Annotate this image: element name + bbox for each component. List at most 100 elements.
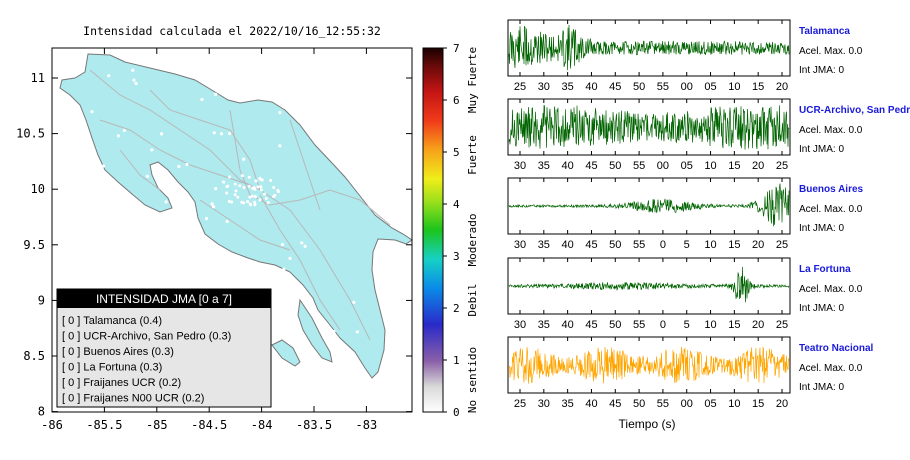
town-marker: [266, 200, 270, 204]
waveform-tick-label: 50: [633, 81, 645, 93]
waveform-tick-label: 55: [657, 81, 669, 93]
waveform-tick-label: 35: [538, 239, 550, 251]
town-marker: [332, 329, 336, 334]
station-intensity: Int JMA: 0: [799, 144, 844, 155]
town-marker: [256, 185, 260, 189]
waveform-tick-label: 5: [684, 319, 690, 331]
colorbar-tick-label: 3: [453, 250, 460, 263]
town-marker: [254, 179, 258, 183]
town-marker: [343, 139, 347, 144]
waveform-tick-label: 55: [633, 239, 645, 251]
waveform-tick-label: 30: [514, 160, 526, 172]
town-marker: [244, 74, 248, 79]
waveform-tick-label: 05: [681, 160, 693, 172]
waveform-tick-label: 30: [538, 398, 550, 410]
waveform-tick-label: 25: [776, 239, 788, 251]
colorbar-category-label: Muy Fuerte: [466, 47, 479, 113]
waveform-tick-label: 30: [514, 319, 526, 331]
town-marker: [360, 156, 364, 160]
legend-item: [ 0 ] La Fortuna (0.3): [62, 362, 162, 374]
town-marker: [214, 92, 218, 96]
town-marker: [90, 110, 94, 114]
town-marker: [230, 200, 234, 204]
map-y-tick-label: 9: [38, 293, 45, 307]
town-marker: [134, 81, 138, 86]
town-marker: [355, 330, 359, 334]
station-name: Buenos Aires: [799, 184, 864, 195]
town-marker: [145, 174, 149, 178]
town-marker: [253, 195, 257, 199]
town-marker: [233, 193, 237, 197]
waveform-tick-label: 15: [752, 81, 764, 93]
town-marker: [85, 272, 90, 276]
town-marker: [161, 275, 166, 279]
waveform-tick-label: 45: [609, 398, 621, 410]
town-marker: [122, 128, 127, 133]
town-marker: [227, 199, 231, 203]
waveform-tick-label: 20: [776, 398, 788, 410]
town-marker: [278, 111, 282, 115]
map-x-tick-label: -83: [356, 418, 378, 432]
waveform-tick-label: 55: [657, 398, 669, 410]
legend-item: [ 0 ] Fraijanes N00 UCR (0.2): [62, 393, 204, 405]
station-intensity: Int JMA: 0: [799, 223, 844, 234]
station-accel: Acel. Max. 0.0: [799, 46, 863, 57]
town-marker: [250, 194, 254, 198]
town-marker: [247, 175, 251, 179]
town-marker: [225, 185, 229, 189]
town-marker: [236, 195, 240, 199]
town-marker: [272, 195, 276, 199]
waveform-tick-label: 00: [657, 160, 669, 172]
map-y-tick-label: 11: [31, 71, 45, 85]
town-marker: [312, 105, 316, 109]
town-marker: [165, 279, 170, 283]
waveform-tick-label: 15: [752, 398, 764, 410]
town-marker: [107, 74, 111, 78]
town-marker: [204, 216, 209, 221]
waveform-tick-label: 35: [538, 319, 550, 331]
waveform-tick-label: 5: [684, 239, 690, 251]
waveform-tick-label: 40: [562, 239, 574, 251]
waveform-tick-label: 05: [704, 81, 716, 93]
town-marker: [240, 200, 244, 204]
map-title: Intensidad calculada el 2022/10/16_12:55…: [83, 24, 381, 38]
town-marker: [234, 189, 238, 193]
town-marker: [210, 202, 214, 206]
waveform-tick-label: 40: [562, 160, 574, 172]
town-marker: [219, 132, 224, 136]
town-marker: [259, 188, 263, 192]
town-marker: [249, 203, 253, 207]
town-marker: [211, 205, 216, 209]
waveform-tick-label: 50: [609, 160, 621, 172]
town-marker: [360, 119, 364, 123]
map-x-tick-label: -84.5: [191, 418, 227, 432]
town-marker: [118, 188, 122, 192]
waveform-tick-label: 25: [514, 81, 526, 93]
colorbar-category-label: No sentido: [466, 347, 479, 413]
town-marker: [262, 192, 266, 196]
map-y-tick-label: 10.5: [16, 127, 45, 141]
waveform-trace: [508, 104, 790, 150]
town-marker: [159, 132, 164, 136]
colorbar-tick-label: 4: [453, 198, 460, 211]
town-marker: [228, 175, 232, 179]
town-marker: [127, 277, 132, 281]
waveform-tick-label: 15: [728, 319, 740, 331]
waveform-tick-label: 30: [514, 239, 526, 251]
town-marker: [164, 200, 168, 204]
town-marker: [282, 267, 286, 271]
waveform-trace: [508, 346, 790, 384]
waveform-panel: 30 35 40 45 50 55 00 05 10 15 20 25 UCR-Archivo, San…: [507, 98, 910, 172]
town-marker: [300, 241, 304, 245]
town-marker: [97, 179, 101, 183]
colorbar-tick-label: 1: [453, 354, 460, 367]
waveform-panel: 30 35 40 45 50 55 0 5 10 15 20 25 Buenos Aires Acel. …: [507, 177, 864, 251]
waveform-tick-label: 35: [562, 398, 574, 410]
legend-item: [ 0 ] Talamanca (0.4): [62, 315, 162, 327]
station-accel: Acel. Max. 0.0: [799, 363, 863, 374]
waveform-tick-label: 50: [609, 239, 621, 251]
waveform-tick-label: 25: [776, 319, 788, 331]
legend-header: INTENSIDAD JMA [0 a 7]: [96, 292, 232, 306]
map-y-tick-label: 9.5: [23, 238, 45, 252]
waveform-tick-label: 45: [585, 319, 597, 331]
